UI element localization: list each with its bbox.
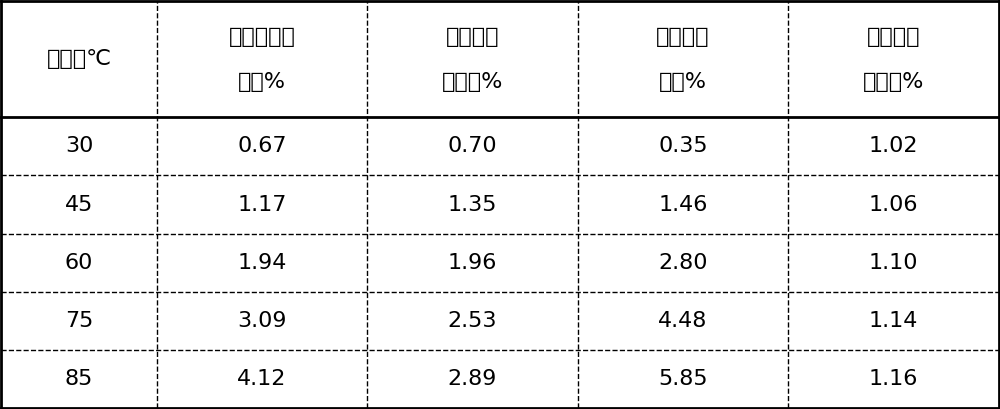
Text: 量，%: 量，%: [659, 72, 707, 92]
Text: 芳香分增: 芳香分增: [446, 27, 499, 47]
Text: 2.89: 2.89: [448, 369, 497, 389]
Text: 2.80: 2.80: [658, 252, 708, 272]
Text: 1.10: 1.10: [869, 252, 918, 272]
Text: 1.14: 1.14: [869, 310, 918, 330]
Text: 30: 30: [65, 137, 93, 157]
Text: 沥青质减: 沥青质减: [867, 27, 920, 47]
Text: 0.67: 0.67: [237, 137, 287, 157]
Text: 1.06: 1.06: [869, 195, 918, 214]
Text: 1.02: 1.02: [869, 137, 918, 157]
Text: 饱和分增加: 饱和分增加: [229, 27, 295, 47]
Text: 胶质减少: 胶质减少: [656, 27, 710, 47]
Text: 60: 60: [65, 252, 93, 272]
Text: 加量，%: 加量，%: [442, 72, 503, 92]
Text: 1.16: 1.16: [869, 369, 918, 389]
Text: 4.12: 4.12: [237, 369, 287, 389]
Text: 0.35: 0.35: [658, 137, 708, 157]
Text: 量，%: 量，%: [238, 72, 286, 92]
Text: 4.48: 4.48: [658, 310, 708, 330]
Text: 3.09: 3.09: [237, 310, 287, 330]
Text: 1.94: 1.94: [237, 252, 287, 272]
Text: 5.85: 5.85: [658, 369, 708, 389]
Text: 少量，%: 少量，%: [863, 72, 924, 92]
Text: 1.96: 1.96: [448, 252, 497, 272]
Text: 85: 85: [65, 369, 93, 389]
Text: 0.70: 0.70: [448, 137, 497, 157]
Text: 温度，℃: 温度，℃: [46, 49, 112, 70]
Text: 75: 75: [65, 310, 93, 330]
Text: 1.17: 1.17: [237, 195, 287, 214]
Text: 2.53: 2.53: [448, 310, 497, 330]
Text: 1.46: 1.46: [658, 195, 708, 214]
Text: 45: 45: [65, 195, 93, 214]
Text: 1.35: 1.35: [448, 195, 497, 214]
